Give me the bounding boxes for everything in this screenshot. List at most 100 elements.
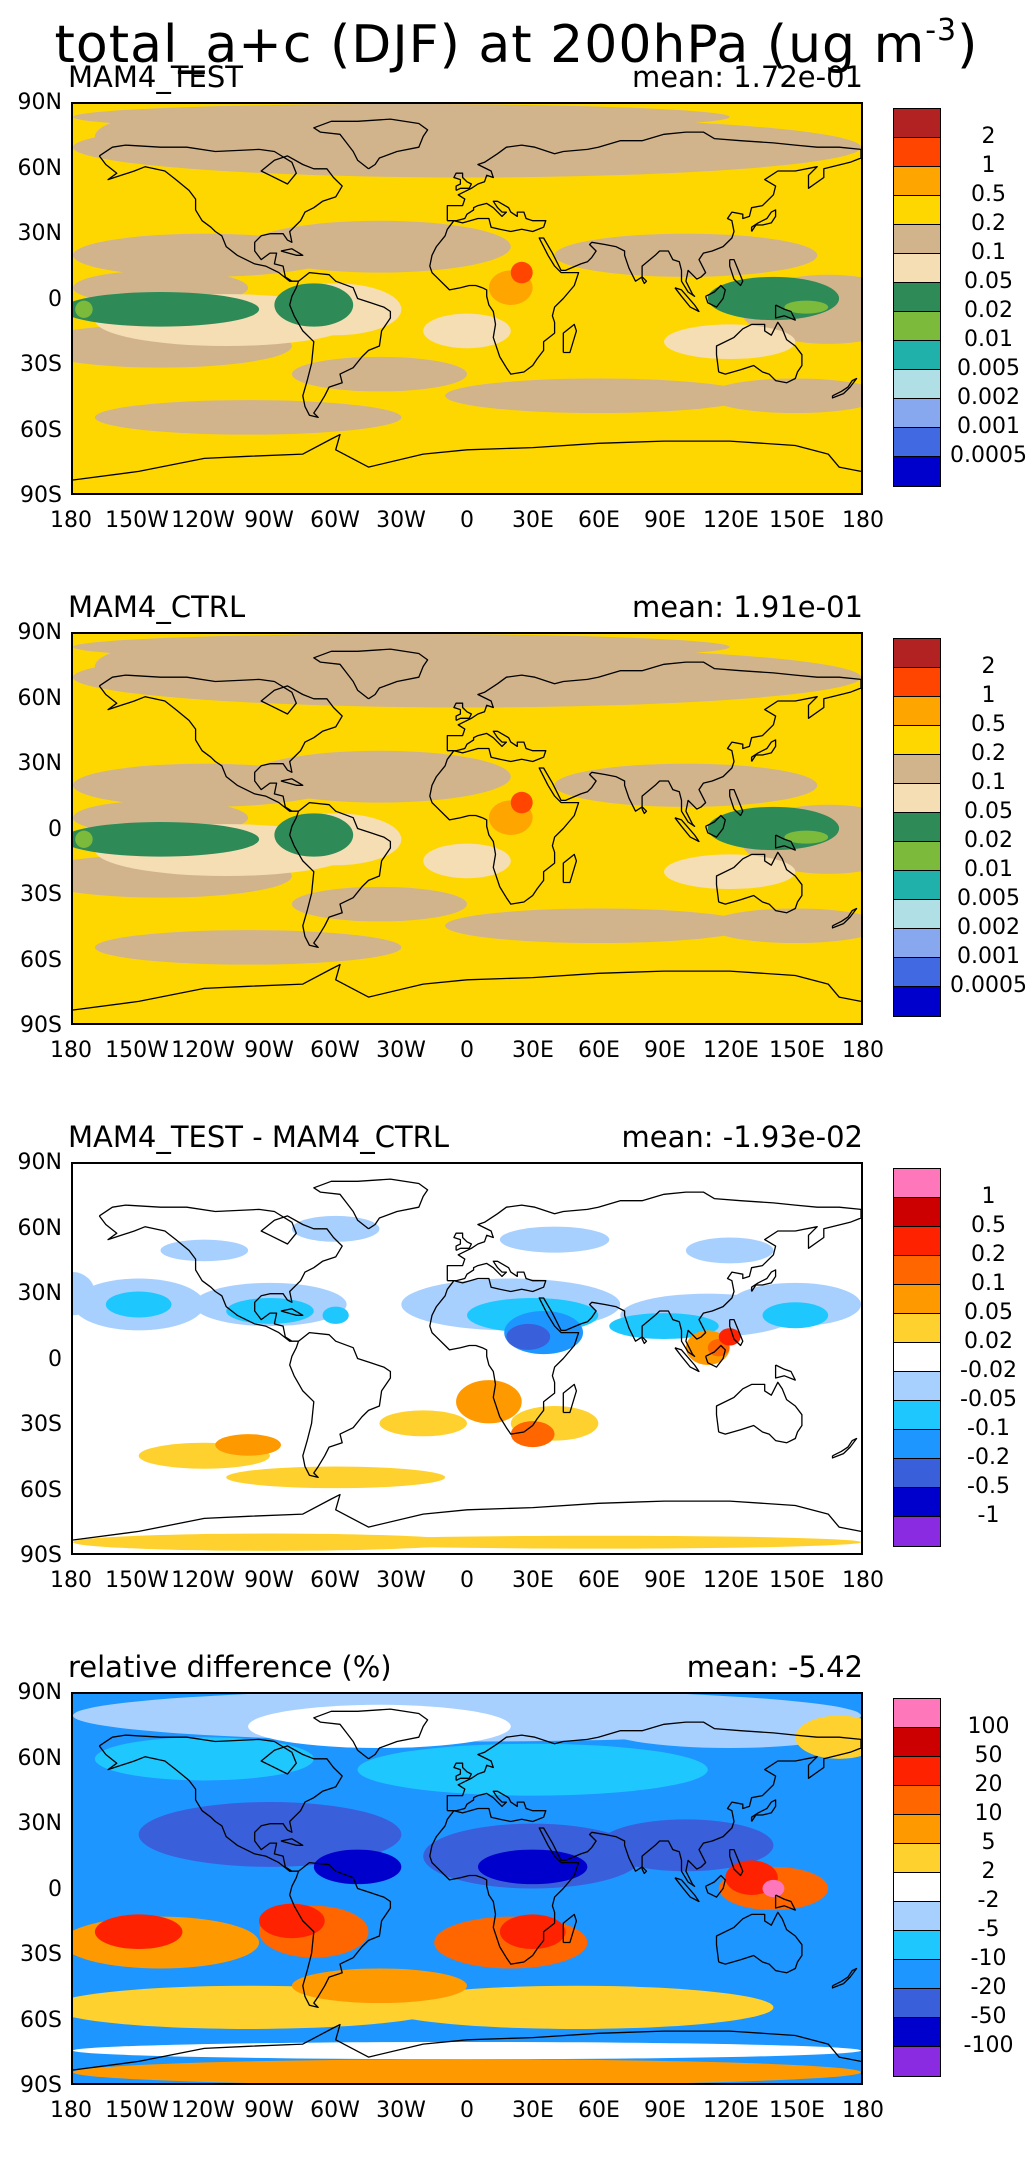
lon-tick-label: 180	[50, 2098, 92, 2123]
lon-tick-label: 30W	[376, 2098, 426, 2123]
contour-region	[379, 1410, 467, 1437]
lat-tick-label: 90N	[17, 620, 62, 645]
colorbar-swatch	[894, 1401, 940, 1430]
colorbar-swatch	[894, 254, 940, 283]
colorbar-swatch	[894, 958, 940, 987]
colorbar-level-label: -0.5	[967, 1474, 1010, 1499]
contour-region	[291, 1215, 380, 1242]
coastline	[715, 1911, 803, 1974]
lat-tick-label: 90N	[17, 90, 62, 115]
coastline	[280, 778, 304, 786]
lat-tick-label: 90S	[20, 2073, 62, 2098]
colorbar-swatch	[894, 167, 940, 196]
lat-tick-label: 30S	[20, 1412, 62, 1437]
colorbar-swatch	[894, 784, 940, 813]
lat-tick-label: 60S	[20, 1477, 62, 1503]
colorbar-swatch	[894, 813, 940, 842]
map-canvas	[73, 104, 861, 493]
colorbar-swatch	[894, 1699, 940, 1728]
colorbar-level-label: -1	[977, 1503, 1000, 1528]
colorbar-swatch	[894, 370, 940, 399]
lon-tick-label: 30E	[512, 1568, 554, 1593]
colorbar-level-label: 0.2	[971, 741, 1006, 766]
contour-region	[215, 1434, 281, 1456]
contour-region	[73, 2059, 861, 2083]
lat-tick-label: 60N	[17, 155, 62, 181]
colorbar	[893, 638, 941, 1017]
colorbar-swatch	[894, 196, 940, 225]
coastline	[562, 323, 578, 354]
lon-tick-label: 150W	[105, 1568, 169, 1593]
lon-tick-label: 60W	[310, 508, 360, 533]
contour-region	[685, 1237, 774, 1264]
colorbar-level-label: 0.02	[964, 828, 1013, 853]
lat-tick-label: 90S	[20, 483, 62, 508]
colorbar-swatch	[894, 1844, 940, 1873]
colorbar-level-label: 20	[974, 1772, 1003, 1797]
colorbar-level-label: 0.005	[957, 886, 1020, 911]
contour-region	[94, 930, 402, 965]
colorbar-level-label: 0.05	[964, 269, 1013, 294]
coastline	[562, 1383, 578, 1414]
colorbar-swatch	[894, 1517, 940, 1546]
lon-tick-label: 60W	[310, 2098, 360, 2123]
contour-region	[73, 2041, 861, 2060]
colorbar-level-label: 2	[981, 1859, 996, 1884]
colorbar-level-label: 2	[981, 124, 996, 149]
lon-tick-label: 90W	[244, 1568, 294, 1593]
contour-region	[445, 378, 752, 414]
colorbar-swatch	[894, 755, 940, 784]
lon-tick-label: 120E	[703, 1568, 759, 1593]
lat-tick-label: 90N	[17, 1680, 62, 1705]
lat-tick-label: 30N	[17, 751, 62, 776]
contour-region	[664, 854, 796, 890]
colorbar-swatch	[894, 1786, 940, 1815]
coastline	[73, 433, 861, 481]
colorbar-level-label: 100	[967, 1714, 1010, 1739]
colorbar-swatch	[894, 341, 940, 370]
lon-tick-label: 180	[842, 1038, 884, 1063]
map-frame	[71, 1692, 863, 2085]
colorbar-swatch	[894, 1989, 940, 2018]
contour-region	[707, 806, 840, 851]
lat-tick-label: 0	[48, 286, 62, 312]
title-text: total_a+c (DJF) at 200hPa (ug m	[54, 15, 926, 75]
colorbar-swatch	[894, 1815, 940, 1844]
colorbar-swatch	[894, 1459, 940, 1488]
colorbar-level-label: -5	[977, 1917, 1000, 1942]
contour-region	[554, 233, 818, 277]
contour-region	[499, 1914, 566, 1950]
lon-tick-label: 120W	[171, 508, 235, 533]
coastline	[674, 1877, 700, 1903]
contour-region	[510, 1421, 555, 1448]
contour-region	[248, 1704, 511, 1749]
lon-tick-label: 60E	[578, 1038, 620, 1063]
coastline	[73, 1493, 861, 1541]
lon-tick-label: 180	[50, 1568, 92, 1593]
coastline	[774, 1894, 796, 1911]
contour-region	[510, 125, 686, 161]
coastline	[98, 144, 343, 282]
colorbar-level-label: 0.01	[964, 327, 1013, 352]
coastline	[641, 1866, 648, 1875]
coastline	[729, 258, 744, 287]
panel-label: MAM4_TEST - MAM4_CTRL	[68, 1120, 449, 1154]
lon-tick-label: 150E	[769, 508, 825, 533]
lon-tick-label: 30E	[512, 2098, 554, 2123]
lat-tick-label: 90S	[20, 1013, 62, 1038]
lat-tick-label: 90S	[20, 1543, 62, 1568]
coastline	[429, 1721, 861, 1965]
coastline	[831, 1967, 858, 1989]
contour-region	[94, 110, 314, 163]
lat-tick-label: 90N	[17, 1150, 62, 1175]
colorbar-swatch	[894, 225, 940, 254]
contour-region	[784, 830, 829, 844]
coastline	[704, 814, 726, 838]
colorbar-swatch	[894, 138, 940, 167]
coastline	[313, 118, 429, 170]
contour-region	[707, 908, 861, 944]
contour-region	[510, 261, 533, 284]
colorbar-swatch	[894, 639, 940, 668]
panel-ctrl: MAM4_CTRL mean: 1.91e-01 90N 60N 30N 0 30S 60S 9…	[0, 590, 1033, 1110]
lon-tick-label: 120W	[171, 1568, 235, 1593]
